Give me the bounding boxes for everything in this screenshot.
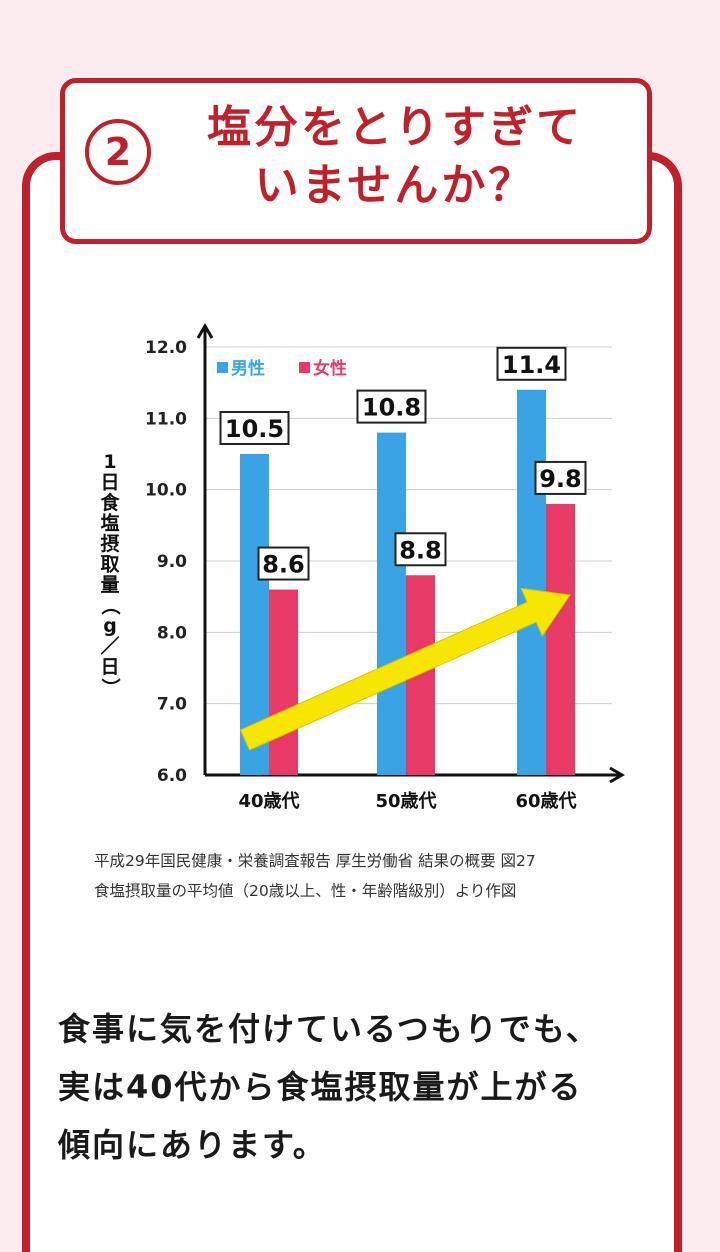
data-label-box [496, 346, 567, 381]
y-axis-label-char: 取 [100, 554, 119, 576]
salt-intake-bar-chart: 6.07.08.09.010.011.012.01日食塩摂取量（g／日）40歳代… [99, 323, 625, 812]
title-box: 2 塩分をとりすぎて いませんか？ [60, 78, 652, 244]
data-label-box [356, 389, 427, 424]
bar-female-2 [546, 503, 575, 775]
legend-swatch-female [299, 362, 310, 373]
source-note: 平成29年国民健康・栄養調査報告 厚生労働省 結果の概要 図27 食塩摂取量の平… [94, 846, 654, 906]
y-axis-label-char: 1 [103, 451, 116, 473]
body-text: 食事に気を付けているつもりでも、 実は40代から食塩摂取量が上がる 傾向にありま… [58, 1000, 678, 1174]
data-label: 10.5 [225, 415, 284, 443]
data-label-box [394, 532, 447, 567]
title-line-1: 塩分をとりすぎて [207, 102, 583, 153]
x-tick-label: 40歳代 [238, 791, 299, 812]
y-axis-label-char: 日 [100, 656, 119, 678]
title-line-2: いませんか？ [254, 160, 536, 211]
y-axis-label-char: ／ [100, 635, 119, 658]
page-title: 塩分をとりすぎて いませんか？ [165, 99, 625, 215]
trend-arrow [239, 587, 571, 751]
legend-label-female: 女性 [313, 358, 347, 379]
y-axis-label-char: （ [99, 596, 122, 615]
data-label-box [534, 460, 587, 495]
source-line-1: 平成29年国民健康・栄養調査報告 厚生労働省 結果の概要 図27 [94, 852, 536, 870]
y-tick-label: 8.0 [157, 623, 187, 643]
data-label: 9.8 [539, 465, 582, 493]
y-tick-label: 7.0 [157, 695, 187, 715]
legend-label-male: 男性 [231, 358, 265, 379]
data-label: 8.6 [262, 551, 305, 579]
y-tick-label: 6.0 [157, 766, 187, 786]
y-axis-label-char: 塩 [100, 512, 119, 535]
y-axis-label-char: 量 [100, 574, 119, 596]
body-line-2: 実は40代から食塩摂取量が上がる [58, 1068, 583, 1106]
y-tick-label: 9.0 [157, 552, 187, 572]
legend-swatch-male [217, 362, 228, 373]
data-label: 8.8 [399, 536, 442, 564]
bar-male-2 [517, 389, 546, 775]
y-axis-label-char: ） [99, 678, 122, 697]
y-axis-label-char: g [103, 615, 117, 637]
y-tick-label: 12.0 [145, 338, 187, 358]
source-line-2: 食塩摂取量の平均値（20歳以上、性・年齢階級別）より作図 [94, 882, 517, 900]
trend-arrow-shape [239, 587, 571, 751]
y-tick-label: 11.0 [145, 409, 187, 429]
body-line-1: 食事に気を付けているつもりでも、 [58, 1010, 600, 1048]
y-axis-arrowhead [196, 323, 214, 339]
step-number-badge: 2 [85, 119, 151, 185]
data-label: 11.4 [502, 351, 561, 379]
x-axis-arrowhead [609, 766, 625, 784]
bar-male-1 [377, 432, 406, 775]
data-label-box [219, 411, 290, 445]
y-axis-label-char: 日 [100, 472, 119, 494]
data-label: 10.8 [362, 394, 421, 422]
y-axis-label-char: 食 [100, 491, 120, 514]
data-label-box [257, 546, 310, 581]
y-tick-label: 10.0 [145, 481, 187, 501]
x-tick-label: 50歳代 [375, 791, 436, 812]
y-axis-label-char: 摂 [100, 532, 119, 555]
body-line-3: 傾向にあります。 [58, 1126, 327, 1164]
x-tick-label: 60歳代 [515, 791, 576, 812]
bar-female-0 [269, 589, 298, 775]
